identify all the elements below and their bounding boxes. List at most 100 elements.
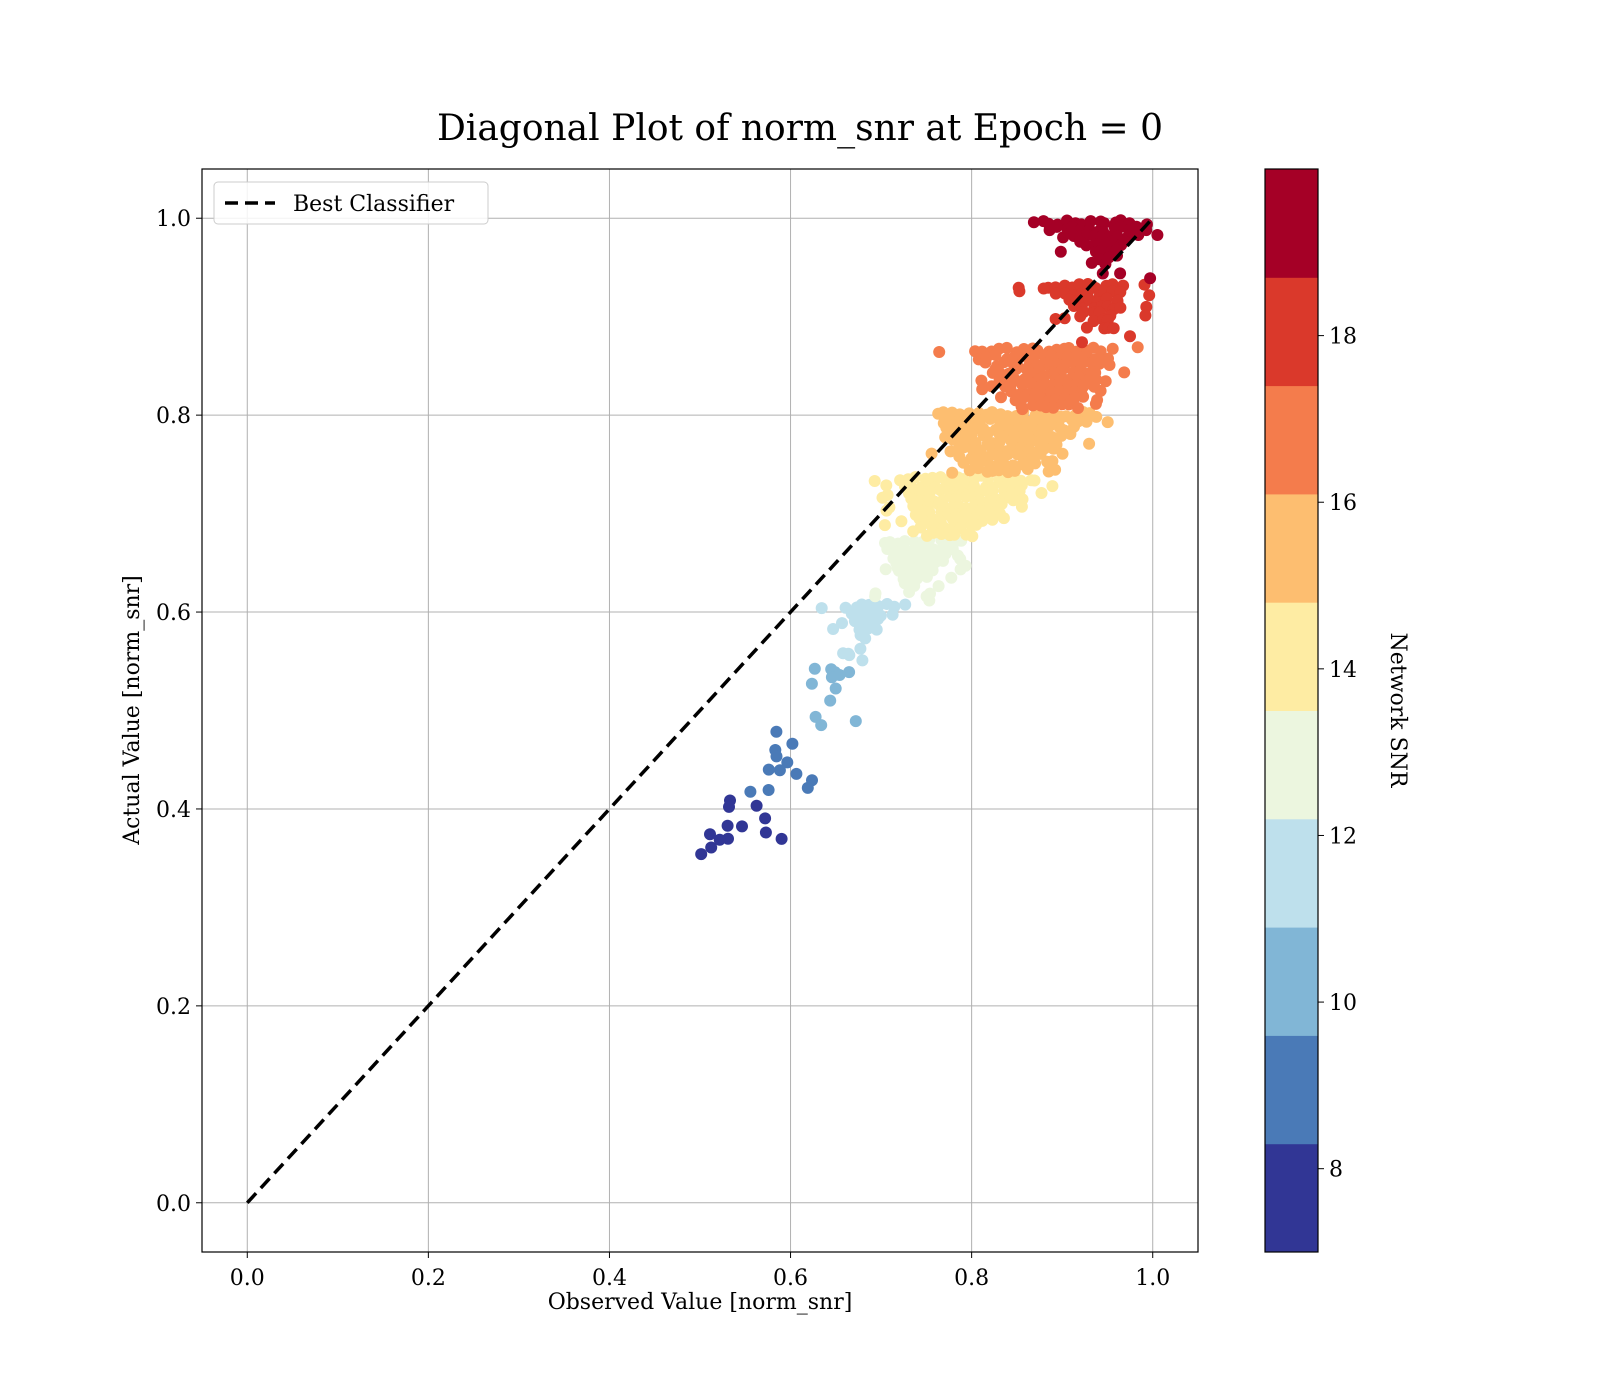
scatter-point (1000, 341, 1013, 354)
y-tick-label: 1.0 (156, 207, 191, 232)
scatter-point (849, 715, 862, 728)
colorbar-tick-label: 8 (1329, 1158, 1343, 1183)
scatter-point (992, 464, 1005, 477)
scatter-point (1008, 413, 1021, 426)
scatter-point (1021, 463, 1034, 475)
y-tick-label: 0.6 (156, 601, 191, 626)
colorbar-frame (1264, 168, 1319, 1253)
scatter-point (1037, 282, 1050, 295)
scatter-point (1131, 341, 1144, 354)
scatter-point (695, 848, 708, 861)
colorbar-tick-label: 18 (1329, 325, 1357, 350)
scatter-point (903, 586, 916, 598)
scatter-point (995, 391, 1007, 404)
scatter-point (836, 617, 848, 630)
scatter-point (1072, 402, 1084, 414)
scatter-point (1049, 463, 1062, 476)
x-axis-label: Observed Value [norm_snr] (548, 1290, 853, 1315)
scatter-point (899, 598, 912, 611)
scatter-point (920, 590, 933, 603)
x-tick-label: 0.4 (592, 1266, 627, 1291)
colorbar-band (1265, 1035, 1318, 1145)
scatter-point (713, 833, 726, 846)
scatter-point (801, 781, 814, 794)
scatter-point (1094, 384, 1107, 397)
scatter-point (815, 719, 828, 732)
scatter-point (957, 441, 970, 454)
scatter-point (1077, 390, 1090, 403)
scatter-point (972, 462, 985, 475)
scatter-point (856, 654, 869, 667)
scatter-point (859, 632, 872, 645)
scatter-point (854, 642, 867, 655)
scatter-point (833, 669, 846, 681)
scatter-point (895, 515, 908, 528)
scatter-point (879, 563, 892, 576)
scatter-point (997, 512, 1010, 525)
scatter-point (948, 528, 961, 541)
scatter-point (1103, 359, 1116, 371)
scatter-point (786, 737, 799, 750)
scatter-point (1046, 480, 1059, 493)
y-tick-label: 0.8 (156, 404, 191, 429)
y-axis-label: Actual Value [norm_snr] (120, 575, 145, 846)
plot-frame (201, 168, 1199, 1253)
scatter-point (989, 348, 1002, 361)
x-tick-label: 0.2 (411, 1266, 446, 1291)
scatter-point (815, 602, 828, 615)
scatter-point (744, 785, 757, 798)
scatter-point (705, 841, 718, 854)
scatter-point (1017, 391, 1030, 404)
scatter-point (950, 511, 963, 524)
scatter-point (880, 504, 893, 517)
scatter-point (759, 812, 772, 825)
x-tick-label: 0.6 (773, 1266, 808, 1291)
scatter-point (998, 356, 1010, 369)
scatter-point (1106, 342, 1119, 355)
scatter-point (886, 608, 899, 621)
scatter-point (1045, 349, 1058, 362)
scatter-point (1085, 256, 1098, 269)
scatter-point (1061, 377, 1074, 390)
chart-title: Diagonal Plot of norm_snr at Epoch = 0 (437, 108, 1163, 149)
scatter-point (1143, 289, 1156, 302)
x-tick-label: 1.0 (1135, 1266, 1170, 1291)
scatter-point (1144, 272, 1157, 285)
scatter-point (976, 383, 989, 396)
colorbar-tick-label: 12 (1329, 824, 1357, 849)
scatter-point (843, 666, 856, 679)
colorbar-band (1265, 493, 1318, 603)
scatter-point (1083, 437, 1096, 450)
scatter-point (1049, 287, 1062, 300)
scatter-point (1139, 309, 1152, 322)
scatter-point (925, 447, 938, 460)
best-classifier-line (245, 217, 1155, 1204)
scatter-point (762, 784, 775, 796)
scatter-point (872, 613, 884, 625)
scatter-point (781, 756, 794, 769)
colorbar: 8 10 12 14 16 18 (1264, 168, 1357, 1253)
scatter-point (937, 554, 949, 567)
colorbar-band (1265, 277, 1318, 387)
scatter-point (982, 426, 995, 439)
scatter-point (1118, 366, 1131, 379)
scatter-point (824, 694, 837, 707)
scatter-point (1114, 267, 1127, 280)
scatter-point (1080, 415, 1093, 428)
scatter-point (1057, 231, 1070, 244)
colorbar-band (1265, 927, 1318, 1036)
scatter-point (975, 374, 988, 387)
axis-ticks: 0.0 0.2 0.4 0.6 0.8 1.0 0.0 0.2 0.4 0.6 0.8 1.0 (156, 207, 1170, 1291)
scatter-point (979, 505, 992, 518)
scatter-point (1050, 220, 1063, 233)
scatter-point (908, 535, 921, 548)
scatter-point (1054, 245, 1067, 258)
legend-label: Best Classifier (293, 192, 455, 217)
colorbar-tick-label: 16 (1329, 491, 1357, 516)
scatter-point (1008, 464, 1021, 477)
colorbar-tick-label: 10 (1329, 991, 1357, 1016)
scatter-point (1074, 310, 1087, 323)
legend-box (213, 181, 489, 225)
scatter-point (736, 820, 748, 833)
